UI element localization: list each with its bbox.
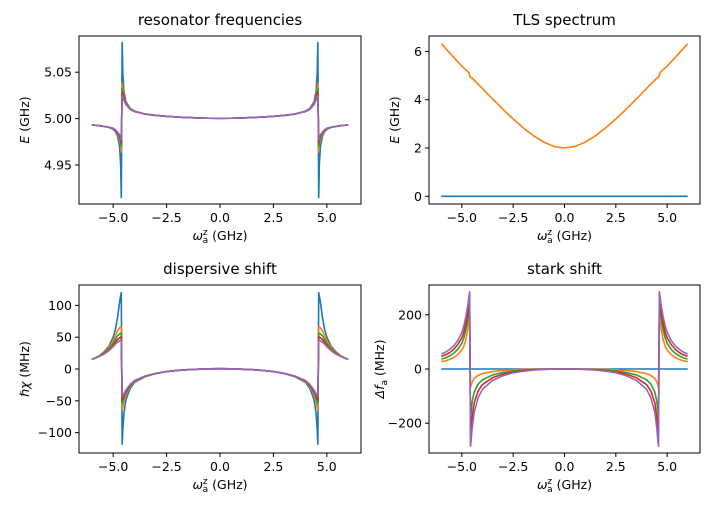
subplot-2: TLS spectrum −5.0 −2.5 0.0 2.5 5.0 0 2 4 6 ωz a (GH… [387, 11, 701, 246]
x-axis-label: ωz a (GHz) [537, 228, 592, 246]
subplot-1: resonator frequencies −5.0 −2.5 0.0 2.5 5.0 4.… [17, 11, 362, 246]
y-tick-label: 200 [398, 307, 422, 322]
y-tick-label: −200 [388, 416, 422, 431]
series-line-3 [441, 301, 688, 419]
x-tick-label: −2.5 [151, 459, 181, 474]
x-tick-label: −5.0 [447, 459, 477, 474]
x-axis-label: ωz a (GHz) [537, 477, 592, 495]
y-axis-label: E (GHz) [387, 96, 402, 143]
subplot-title: stark shift [527, 260, 602, 278]
x-tick-label: −2.5 [498, 210, 528, 225]
x-tick-label: 2.5 [606, 210, 626, 225]
x-tick-label: −2.5 [498, 459, 528, 474]
y-tick-label: 0 [414, 362, 422, 377]
y-axis-label: Δfa (MHz) [372, 340, 390, 400]
x-tick-label: 5.0 [657, 459, 677, 474]
y-tick-label: 4.95 [44, 158, 72, 173]
subplot-title: TLS spectrum [512, 11, 616, 29]
subplot-title: dispersive shift [163, 260, 277, 278]
y-tick-label: 5.05 [44, 65, 72, 80]
x-tick-label: 0.0 [210, 210, 230, 225]
y-tick-label: 4 [414, 92, 422, 107]
y-axis-label: ℏχ (MHz) [17, 341, 32, 397]
x-tick-label: −2.5 [151, 210, 181, 225]
y-tick-label: 100 [48, 298, 72, 313]
x-tick-label: 2.5 [263, 459, 283, 474]
x-tick-label: −5.0 [447, 210, 477, 225]
series-line-5 [441, 290, 688, 448]
series-line-5 [91, 339, 349, 398]
axes-frame [428, 35, 701, 205]
y-tick-label: 50 [56, 330, 72, 345]
x-tick-label: 0.0 [210, 459, 230, 474]
series-line-5 [91, 94, 349, 141]
y-tick-label: 6 [414, 44, 422, 59]
x-tick-label: 2.5 [263, 210, 283, 225]
x-tick-label: 2.5 [606, 459, 626, 474]
x-tick-label: −5.0 [98, 210, 128, 225]
y-tick-label: 5.00 [44, 111, 72, 126]
x-tick-label: 5.0 [317, 210, 337, 225]
subplot-3: dispersive shift −5.0 −2.5 0.0 2.5 5.0 −100 −50… [17, 260, 362, 495]
series-line-4 [441, 296, 688, 437]
y-tick-label: 0 [414, 189, 422, 204]
x-tick-label: 0.0 [555, 459, 575, 474]
y-axis-label: E (GHz) [17, 96, 32, 143]
x-tick-label: 5.0 [657, 210, 677, 225]
subplot-4: stark shift −5.0 −2.5 0.0 2.5 5.0 −200 0 200 ωz a … [372, 260, 701, 495]
y-tick-label: −50 [46, 393, 72, 408]
x-tick-label: 5.0 [317, 459, 337, 474]
x-tick-label: −5.0 [98, 459, 128, 474]
y-tick-label: −100 [38, 425, 72, 440]
series-line-1 [91, 41, 349, 199]
subplot-title: resonator frequencies [138, 11, 303, 29]
y-tick-label: 0 [64, 362, 72, 377]
x-axis-label: ωz a (GHz) [192, 228, 247, 246]
y-tick-label: 2 [414, 141, 422, 156]
x-tick-label: 0.0 [555, 210, 575, 225]
series-line-2 [440, 43, 689, 149]
x-axis-label: ωz a (GHz) [192, 477, 247, 495]
series-line-2 [441, 311, 688, 388]
